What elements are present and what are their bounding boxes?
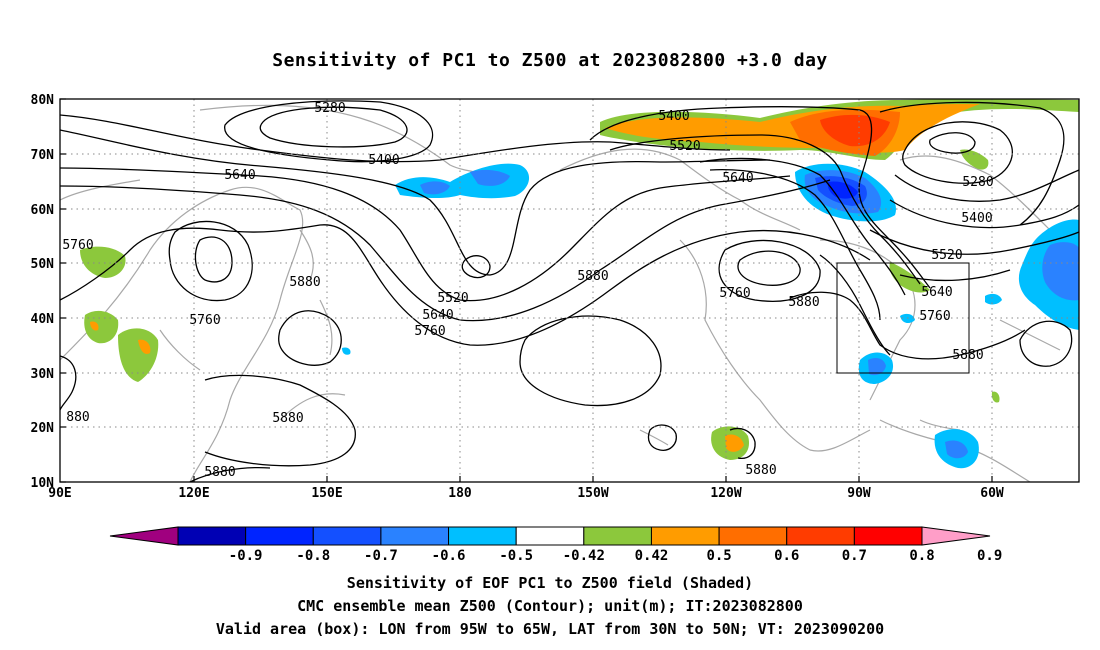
contour-label: 5400: [658, 109, 689, 124]
lat-label: 40N: [31, 312, 55, 327]
contour-label: 5880: [952, 348, 983, 363]
plot-frame: [59, 98, 1080, 483]
contour-label: 5880: [745, 463, 776, 478]
contour-label: 5280: [962, 175, 993, 190]
lat-label: 70N: [31, 148, 55, 163]
colorbar-label: -0.9: [229, 548, 263, 564]
z500-contours: [60, 100, 1079, 482]
colorbar-low-triangle: [109, 526, 179, 546]
contour-label: 5640: [722, 171, 753, 186]
colorbar-segment: [245, 526, 314, 546]
colorbar-segment: [448, 526, 517, 546]
lon-label: 180: [448, 486, 472, 501]
lat-label: 60N: [31, 203, 55, 218]
caption-shaded: Sensitivity of EOF PC1 to Z500 field (Sh…: [346, 574, 754, 592]
contour-label: 5520: [669, 139, 700, 154]
contour-label: 5400: [368, 153, 399, 168]
lon-label: 120E: [178, 486, 209, 501]
contour-labels: 5280 5400 5640 5760 5880 5760 5520 5640 …: [62, 101, 993, 480]
lon-label: 150W: [577, 486, 608, 501]
contour-label: 5520: [931, 248, 962, 263]
valid-area-box: [836, 262, 970, 374]
colorbar-label: 0.7: [842, 548, 867, 564]
contour-label: 5880: [289, 275, 320, 290]
contour-label: 5640: [224, 168, 255, 183]
contour-label: 5760: [919, 309, 950, 324]
latitude-labels: 80N 70N 60N 50N 40N 30N 20N 10N: [31, 93, 55, 491]
caption-valid-area: Valid area (box): LON from 95W to 65W, L…: [215, 620, 885, 638]
colorbar-label: 0.42: [635, 548, 669, 564]
contour-label: 5880: [272, 411, 303, 426]
lat-label: 10N: [31, 476, 55, 491]
contour-label: 5520: [437, 291, 468, 306]
contour-label: 5760: [414, 324, 445, 339]
colorbar-label: -0.8: [296, 548, 330, 564]
lon-label: 60W: [980, 486, 1004, 501]
map-title: Sensitivity of PC1 to Z500 at 2023082800…: [272, 50, 828, 71]
contour-label: 5640: [422, 308, 453, 323]
colorbar-segment: [853, 526, 923, 546]
colorbar-label: 0.8: [909, 548, 934, 564]
contour-label: 5760: [719, 286, 750, 301]
colorbar-segment: [380, 526, 450, 546]
grid-lines: [60, 99, 1079, 482]
contour-label: 5880: [577, 269, 608, 284]
colorbar-segment: [583, 526, 652, 546]
lon-label: 120W: [710, 486, 741, 501]
contour-label: 5880: [788, 295, 819, 310]
colorbar-label: 0.6: [774, 548, 799, 564]
contour-label: 5880: [204, 465, 235, 480]
lon-label: 90W: [847, 486, 871, 501]
lat-label: 50N: [31, 257, 55, 272]
tick-marks: [60, 98, 993, 483]
colorbar-label: 0.9: [977, 548, 1002, 564]
colorbar-segment: [650, 526, 720, 546]
colorbar-segment: [312, 526, 382, 546]
lat-label: 30N: [31, 367, 55, 382]
lon-label: 150E: [311, 486, 342, 501]
colorbar-segment: [515, 526, 585, 546]
contour-label: 5280: [314, 101, 345, 116]
colorbar-segment: [177, 526, 247, 546]
contour-label: 5400: [961, 211, 992, 226]
colorbar-segment: [718, 526, 788, 546]
longitude-labels: 90E 120E 150E 180 150W 120W 90W 60W: [48, 486, 1004, 501]
sensitivity-shading: [80, 99, 1079, 469]
colorbar-label: 0.5: [706, 548, 731, 564]
colorbar-segment: [786, 526, 855, 546]
contour-label: 880: [66, 410, 89, 425]
caption-contour: CMC ensemble mean Z500 (Contour); unit(m…: [297, 597, 803, 615]
contour-label: 5760: [62, 238, 93, 253]
colorbar: -0.9 -0.8 -0.7 -0.6 -0.5 -0.42 0.42 0.5 0.6 0.7 0.…: [109, 526, 1002, 564]
lat-label: 80N: [31, 93, 55, 108]
contour-label: 5760: [189, 313, 220, 328]
contour-label: 5640: [921, 285, 952, 300]
colorbar-label: -0.5: [499, 548, 533, 564]
lon-label: 90E: [48, 486, 71, 501]
colorbar-high-triangle: [921, 526, 991, 546]
colorbar-label: -0.7: [364, 548, 398, 564]
colorbar-label: -0.6: [432, 548, 466, 564]
lat-label: 20N: [31, 421, 55, 436]
colorbar-label: -0.42: [563, 548, 605, 564]
